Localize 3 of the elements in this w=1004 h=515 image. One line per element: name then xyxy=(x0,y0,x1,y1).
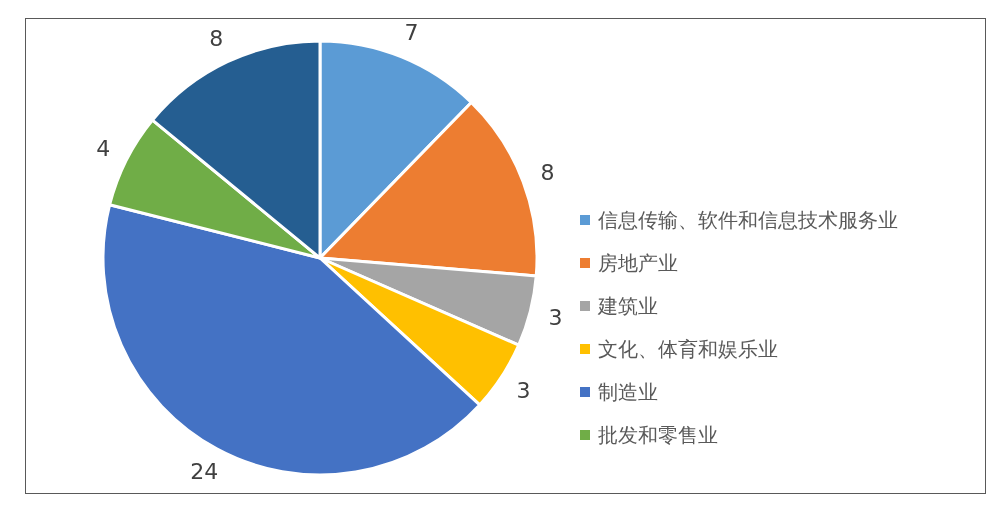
legend-label: 房地产业 xyxy=(598,251,678,275)
legend-label: 建筑业 xyxy=(597,294,658,318)
legend-label: 制造业 xyxy=(598,380,658,404)
